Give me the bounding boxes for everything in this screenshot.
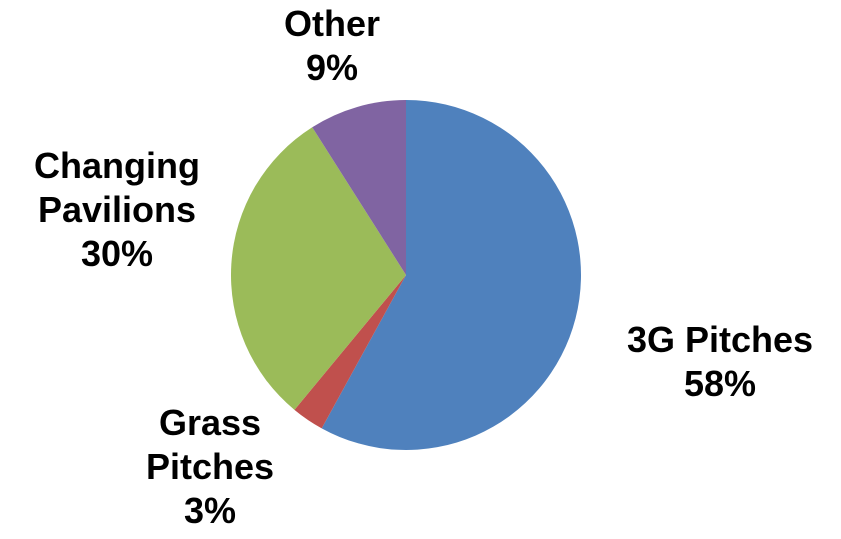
pie-slice-3g-pitches [321,100,582,450]
pie-label-changing-pavilions: Changing Pavilions 30% [34,145,200,274]
pie-slice-grass-pitches [294,275,406,429]
pie-label-3g-pitches: 3G Pitches 58% [627,319,813,404]
pie-slices [230,100,582,450]
pie-slice-other [312,100,406,275]
pie-labels: 3G Pitches 58% Grass Pitches 3% Changing Pavil… [34,3,813,531]
pie-label-other: Other 9% [284,3,380,88]
pie-label-grass-pitches: Grass Pitches 3% [146,402,274,531]
pie-slice-changing-pavilions [230,127,406,410]
